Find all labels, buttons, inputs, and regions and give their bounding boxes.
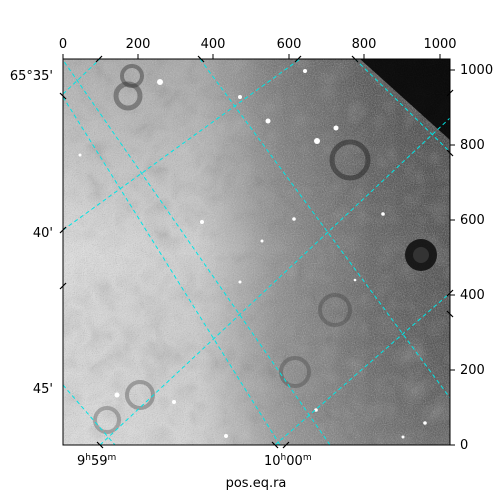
world-coordinate-ticks <box>59 55 454 449</box>
top-tick-label: 0 <box>59 37 67 52</box>
grid-line <box>354 59 450 153</box>
plot-frame <box>62 58 451 446</box>
top-tick-label: 1000 <box>423 37 456 52</box>
grid-line <box>63 59 331 445</box>
top-tick-label: 200 <box>126 37 151 52</box>
right-tick-label: 800 <box>460 138 485 153</box>
grid-line <box>63 96 281 445</box>
top-tick-label: 400 <box>201 37 226 52</box>
dec-tick-label: 40' <box>33 226 53 241</box>
x-axis-title: pos.eq.ra <box>226 476 287 491</box>
right-pixel-axis: 0 200 400 600 800 1000 <box>450 63 493 453</box>
ra-axis: 9h59m 10h00m <box>77 453 312 469</box>
right-tick-label: 1000 <box>460 63 493 78</box>
ra-tick-label: 9h59m <box>77 453 116 469</box>
coordinate-grid <box>63 59 450 445</box>
top-tick-label: 800 <box>352 37 377 52</box>
dec-tick-label: 45' <box>33 382 53 397</box>
grid-line <box>99 117 450 445</box>
right-tick-label: 600 <box>460 213 485 228</box>
sky-image <box>63 59 450 445</box>
grid-line <box>63 59 101 95</box>
top-pixel-axis: 0 200 400 600 800 1000 <box>59 37 457 59</box>
right-tick-label: 0 <box>460 438 468 453</box>
right-tick-label: 400 <box>460 288 485 303</box>
top-tick-label: 600 <box>277 37 302 52</box>
dec-tick-label: 65°35' <box>10 69 53 84</box>
dec-axis: 65°35' 40' 45' <box>10 69 53 397</box>
grid-line <box>274 292 450 445</box>
right-tick-label: 200 <box>460 363 485 378</box>
grid-line <box>63 384 116 445</box>
ra-tick-label: 10h00m <box>264 453 312 469</box>
grid-line <box>199 59 450 399</box>
stars <box>78 69 427 439</box>
